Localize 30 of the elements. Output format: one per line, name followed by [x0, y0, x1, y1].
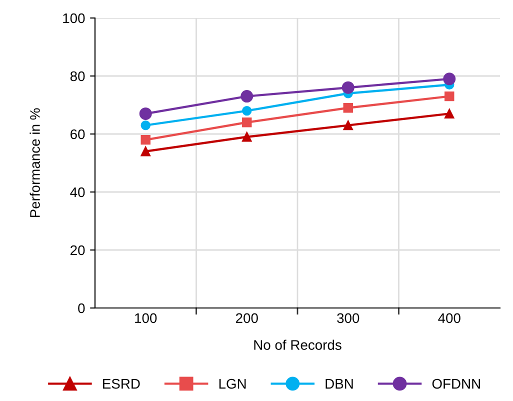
legend-label: LGN	[219, 378, 246, 389]
point	[343, 120, 353, 130]
x-tick-label: 400	[438, 313, 460, 324]
y-tick-label: 40	[70, 187, 85, 198]
point	[140, 134, 150, 145]
legend-label: DBN	[326, 379, 353, 389]
point	[139, 107, 152, 120]
legend-label: ESRD	[103, 378, 140, 389]
y-tick-label: 100	[63, 13, 85, 24]
y-tick-label: 0	[78, 303, 85, 314]
point	[342, 81, 354, 94]
point	[444, 91, 454, 102]
point	[242, 118, 252, 128]
x-tick-label: 100	[135, 313, 157, 324]
y-tick-label: 60	[70, 129, 85, 140]
x-axis-title: No of Records	[254, 340, 342, 350]
point	[240, 90, 254, 103]
point	[242, 106, 252, 116]
y-tick-label: 80	[70, 71, 85, 82]
point	[140, 120, 150, 130]
legend-label: OFDNN	[432, 378, 480, 389]
point	[242, 132, 252, 142]
point	[443, 72, 456, 86]
x-tick-label: 200	[236, 313, 258, 324]
x-tick-label: 300	[337, 313, 360, 324]
point	[140, 146, 150, 156]
point	[444, 108, 454, 119]
y-axis-title: Performance in %	[30, 108, 40, 218]
point	[343, 103, 353, 113]
y-tick-label: 20	[70, 245, 85, 256]
